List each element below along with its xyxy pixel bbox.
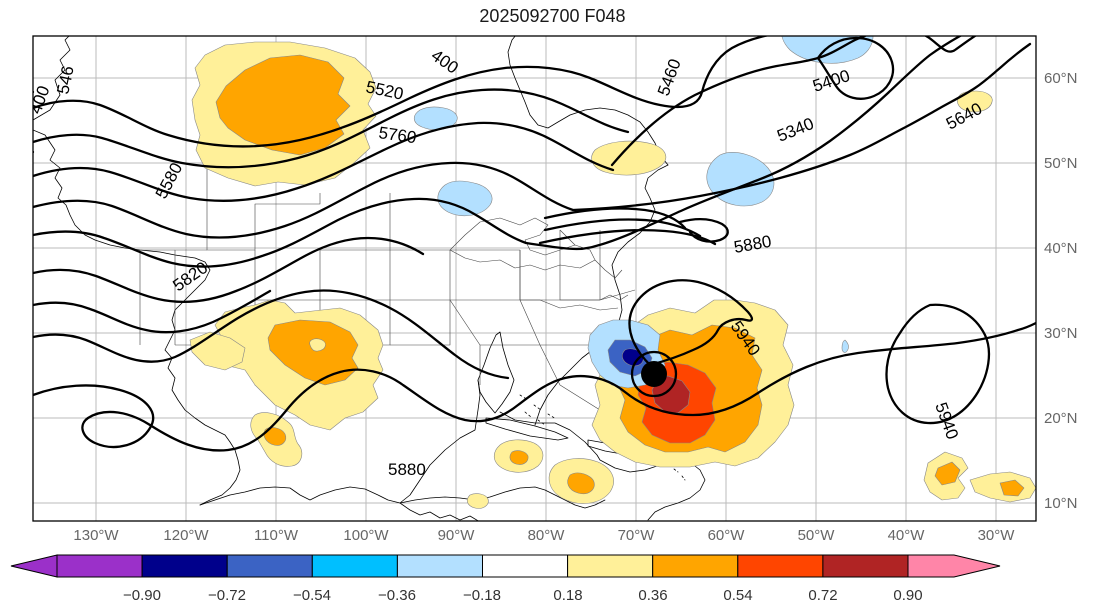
svg-text:40°W: 40°W <box>888 527 926 544</box>
svg-text:50°N: 50°N <box>1044 155 1078 172</box>
svg-text:−0.72: −0.72 <box>208 587 246 604</box>
svg-text:80°W: 80°W <box>528 527 566 544</box>
svg-text:0.72: 0.72 <box>808 587 837 604</box>
svg-text:−0.90: −0.90 <box>123 587 161 604</box>
svg-text:60°N: 60°N <box>1044 70 1078 87</box>
svg-text:60°W: 60°W <box>708 527 746 544</box>
svg-text:0.90: 0.90 <box>893 587 922 604</box>
svg-text:30°N: 30°N <box>1044 325 1078 342</box>
svg-text:0.18: 0.18 <box>553 587 582 604</box>
svg-text:10°N: 10°N <box>1044 495 1078 512</box>
svg-text:110°W: 110°W <box>254 527 299 544</box>
svg-text:40°N: 40°N <box>1044 240 1078 257</box>
svg-text:120°W: 120°W <box>163 527 209 544</box>
svg-text:−0.18: −0.18 <box>463 587 501 604</box>
svg-text:0.54: 0.54 <box>723 587 752 604</box>
svg-text:0.36: 0.36 <box>638 587 667 604</box>
svg-text:130°W: 130°W <box>73 527 119 544</box>
svg-text:−0.54: −0.54 <box>293 587 331 604</box>
svg-text:90°W: 90°W <box>438 527 476 544</box>
svg-text:30°W: 30°W <box>978 527 1016 544</box>
svg-text:5880: 5880 <box>388 460 426 479</box>
svg-text:100°W: 100°W <box>343 527 389 544</box>
svg-text:20°N: 20°N <box>1044 410 1078 427</box>
svg-text:70°W: 70°W <box>618 527 656 544</box>
svg-text:−0.36: −0.36 <box>378 587 416 604</box>
svg-text:50°W: 50°W <box>798 527 836 544</box>
